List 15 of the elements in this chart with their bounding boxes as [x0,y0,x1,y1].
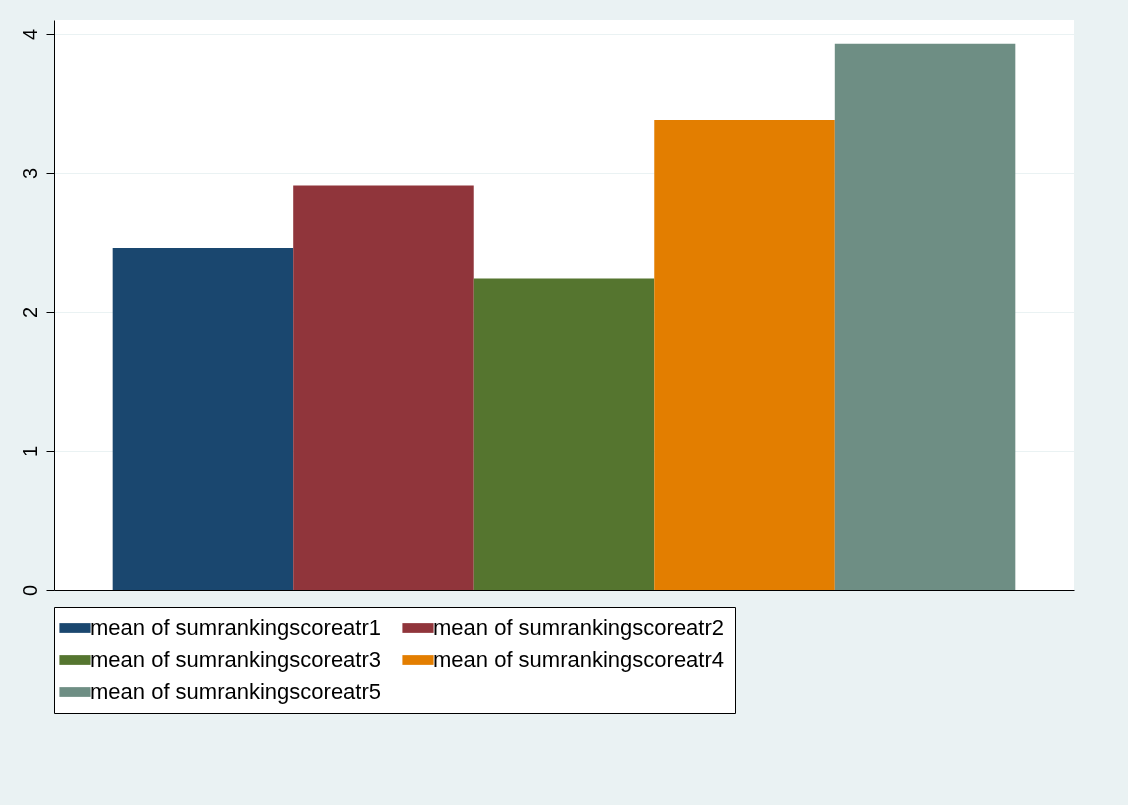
legend-label: mean of sumrankingscoreatr2 [433,615,725,640]
legend-label: mean of sumrankingscoreatr4 [433,647,725,672]
bar [654,120,835,590]
legend-label: mean of sumrankingscoreatr1 [90,615,382,640]
y-tick-label: 1 [18,445,41,458]
y-tick-label: 3 [18,167,41,179]
bar [112,248,294,590]
legend-label: mean of sumrankingscoreatr3 [90,647,382,672]
y-tick-label: 4 [18,28,41,40]
y-tick-label: 2 [18,306,41,319]
bar [834,43,1016,590]
bar [293,185,474,590]
y-tick-label: 0 [18,584,41,597]
bar [473,278,655,590]
legend-label: mean of sumrankingscoreatr5 [90,679,382,704]
